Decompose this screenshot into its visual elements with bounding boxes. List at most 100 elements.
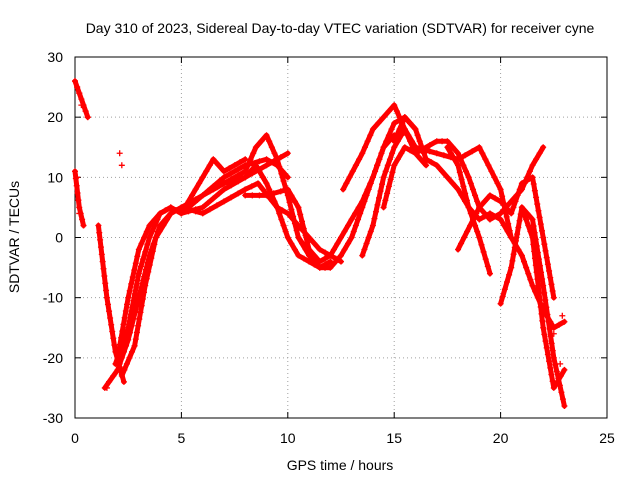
data-point-marker [185,206,192,213]
data-point-marker [546,358,553,365]
data-point-marker [134,253,141,260]
data-point-marker [295,252,302,259]
data-point-marker [215,190,222,197]
data-point-marker [297,211,304,218]
data-point-marker [345,240,352,247]
data-point-marker [284,150,291,157]
data-point-marker [543,312,550,319]
data-point-marker [408,138,415,145]
data-point-marker [536,290,543,297]
chart-title: Day 310 of 2023, Sidereal Day-to-day VTE… [86,20,595,36]
data-point-marker [75,197,82,204]
data-point-marker [199,192,206,199]
data-point-marker [248,183,255,190]
data-point-marker [552,361,559,368]
data-point-marker [288,206,295,213]
y-tick-label: -20 [43,350,63,366]
data-point-marker [557,360,564,367]
data-point-marker [377,188,384,195]
data-point-marker [123,360,130,367]
x-tick-label: 15 [386,430,402,446]
data-point-marker [136,316,143,323]
data-point-marker [464,228,471,235]
data-point-marker [518,180,525,187]
data-point-marker [72,78,78,85]
data-point-marker [530,241,537,248]
data-point-marker [291,246,298,253]
y-tick-label: -10 [43,290,63,306]
data-point-marker [474,198,481,205]
data-point-marker [268,144,275,151]
data-point-marker [389,169,396,176]
data-point-marker [95,222,102,229]
data-point-marker [423,156,430,163]
data-point-marker [133,284,140,291]
data-point-marker [118,372,125,379]
data-point-marker [516,217,523,224]
data-point-marker [206,206,213,213]
data-point-marker [220,198,227,205]
data-point-marker [250,150,257,157]
data-point-marker [550,354,557,361]
data-point-marker [532,236,539,243]
data-point-marker [394,156,401,163]
data-point-marker [547,364,554,371]
data-point-marker [387,176,394,183]
data-point-marker [137,287,144,294]
data-point-marker [531,255,538,262]
data-point-marker [274,204,281,211]
data-point-marker [143,228,150,235]
data-point-marker [467,180,474,187]
data-point-marker [247,156,254,163]
data-point-marker [104,301,111,308]
data-point-marker [189,192,196,199]
data-point-marker [162,207,169,214]
data-point-marker [532,288,539,295]
data-point-marker [374,162,381,169]
data-point-marker [542,247,549,254]
data-point-marker [78,96,85,103]
data-point-marker [523,216,530,223]
data-point-marker [500,200,507,207]
data-point-marker [263,162,270,169]
data-point-marker [206,162,213,169]
data-point-marker [349,168,356,175]
data-point-marker [103,287,110,294]
data-point-marker [380,144,387,151]
data-point-marker [556,321,563,328]
data-point-marker [306,234,313,241]
data-point-marker [126,317,133,324]
data-point-marker [348,234,355,241]
data-point-marker [444,138,451,145]
data-point-marker [259,186,266,193]
data-point-marker [384,190,391,197]
y-tick-label: 0 [55,230,63,246]
data-point-marker [476,216,483,223]
data-point-marker [119,328,126,335]
data-point-marker [173,207,180,214]
data-point-marker [469,148,476,155]
data-point-marker [288,240,295,247]
data-point-marker [142,248,149,255]
data-point-marker [365,234,372,241]
data-point-marker [462,190,469,197]
data-point-marker [357,210,364,217]
data-point-marker [463,168,470,175]
data-point-marker [481,213,488,220]
data-point-marker [299,240,306,247]
data-point-marker [178,210,185,217]
data-point-marker [516,186,523,193]
data-point-marker [407,120,414,127]
y-axis-label: SDTVAR / TECUs [6,181,22,293]
data-point-marker [215,162,222,169]
data-point-marker [138,240,145,247]
data-point-marker [106,378,113,385]
data-point-marker [515,224,522,231]
data-point-marker [266,186,273,193]
data-point-marker [540,234,547,241]
data-point-marker [263,180,270,187]
data-point-marker [135,322,142,329]
data-point-marker [131,342,138,349]
data-point-marker [492,213,499,220]
data-point-marker [160,222,167,229]
